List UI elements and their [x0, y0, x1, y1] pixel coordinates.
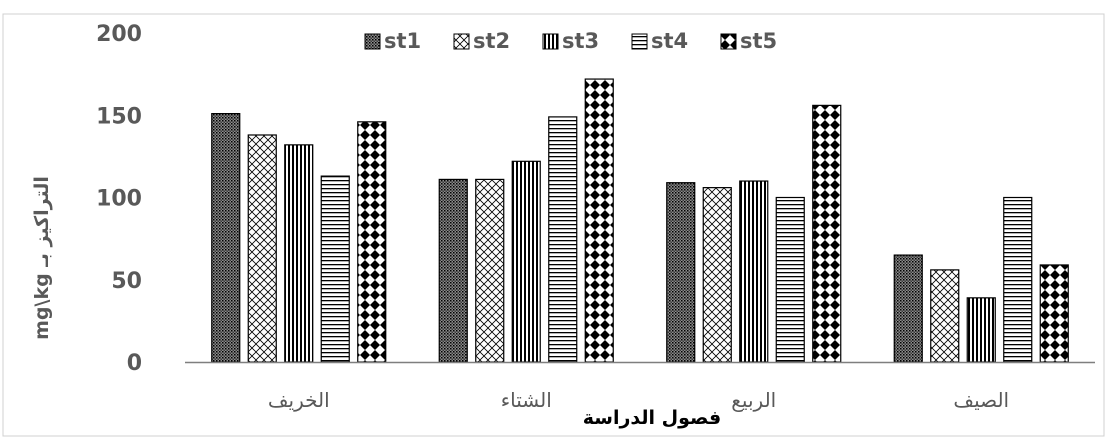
bar-st4-4: [1003, 196, 1033, 363]
y-tick-label: 0: [127, 351, 142, 376]
bar-st5-3: [812, 104, 842, 363]
bar-st3-4: [966, 297, 996, 363]
legend-swatch-st2: [453, 33, 470, 50]
bar-st1-4: [893, 254, 923, 363]
y-axis-ticks: 0 50 100 150 200: [96, 22, 142, 376]
legend-label-st5: st5: [740, 29, 777, 53]
legend-swatch-st3: [542, 33, 559, 50]
legend-swatch-st5: [720, 33, 737, 50]
x-tick-label: الصيف: [953, 388, 1009, 412]
bar-st2-4: [930, 269, 960, 363]
bar-st1-3: [666, 182, 696, 363]
x-tick-label: الخريف: [268, 388, 330, 412]
x-axis-title: فصول الدراسة: [583, 407, 721, 429]
y-tick-label: 150: [96, 104, 142, 129]
x-tick-label: الشتاء: [501, 388, 552, 412]
bar-st2-2: [475, 178, 505, 363]
y-axis-title: التراكيز بـ mg\kg: [31, 176, 53, 340]
bar-st2-3: [702, 187, 732, 363]
x-axis-category-labels: الخريف الشتاء الربيع الصيف: [268, 388, 1009, 412]
legend-label-st2: st2: [473, 29, 510, 53]
bar-st5-2: [584, 78, 614, 363]
legend-label-st1: st1: [384, 29, 421, 53]
x-tick-label: الربيع: [731, 388, 776, 412]
legend-swatch-st4: [631, 33, 648, 50]
bars-layer: [211, 78, 1069, 363]
y-tick-label: 100: [96, 187, 142, 212]
bar-st3-1: [284, 144, 314, 363]
bar-st4-1: [320, 175, 350, 363]
legend-swatch-st1: [364, 33, 381, 50]
bar-st2-1: [247, 134, 277, 363]
legend-label-st4: st4: [651, 29, 688, 53]
bar-st3-2: [511, 160, 541, 363]
bar-st1-2: [438, 178, 468, 363]
bar-st5-4: [1039, 264, 1069, 363]
y-tick-label: 200: [96, 22, 142, 47]
bar-st1-1: [211, 113, 241, 363]
y-tick-label: 50: [111, 269, 142, 294]
legend: st1 st2 st3 st4 st5: [364, 29, 777, 53]
bar-st4-3: [775, 196, 805, 363]
legend-label-st3: st3: [562, 29, 599, 53]
bar-st5-1: [357, 121, 387, 363]
bar-st3-3: [739, 180, 769, 363]
bar-st4-2: [548, 116, 578, 363]
